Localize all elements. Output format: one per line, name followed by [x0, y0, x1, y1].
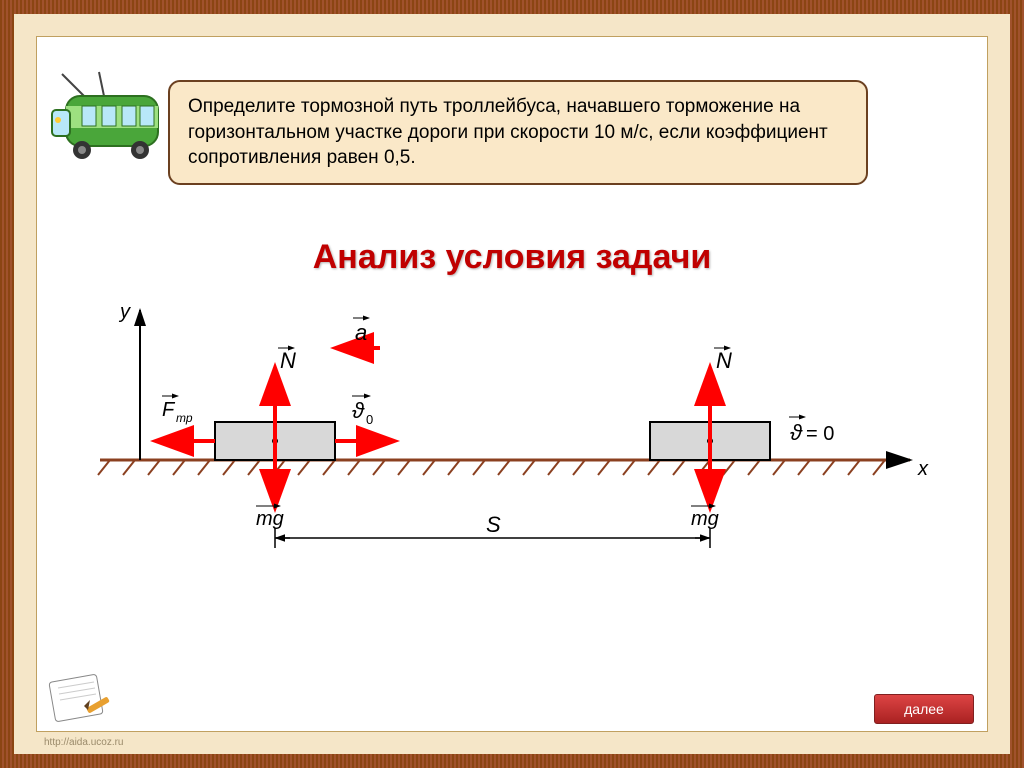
- svg-text:N: N: [716, 348, 732, 373]
- svg-text:0: 0: [366, 412, 373, 427]
- svg-text:F: F: [162, 399, 176, 421]
- problem-statement: Определите тормозной путь троллейбуса, н…: [168, 80, 868, 185]
- svg-text:mg: mg: [691, 508, 719, 530]
- next-button[interactable]: далее: [874, 694, 974, 724]
- svg-text:ϑ: ϑ: [352, 398, 365, 423]
- trolleybus-icon: [44, 70, 164, 165]
- svg-text:тр: тр: [176, 411, 193, 425]
- svg-text:ϑ: ϑ: [790, 420, 803, 445]
- problem-text: Определите тормозной путь троллейбуса, н…: [188, 96, 828, 168]
- physics-diagram: x y: [80, 300, 940, 560]
- footer-url: http://aida.ucoz.ru: [44, 737, 124, 748]
- svg-text:a: a: [355, 320, 367, 345]
- svg-text:mg: mg: [256, 508, 284, 530]
- notebook-icon: [44, 670, 114, 730]
- svg-text:y: y: [118, 301, 131, 323]
- svg-text:S: S: [486, 512, 501, 537]
- next-button-label: далее: [904, 701, 944, 717]
- svg-text:N: N: [280, 348, 296, 373]
- svg-text:x: x: [917, 458, 929, 480]
- svg-text:= 0: = 0: [806, 423, 834, 445]
- section-title: Анализ условия задачи: [0, 238, 1024, 277]
